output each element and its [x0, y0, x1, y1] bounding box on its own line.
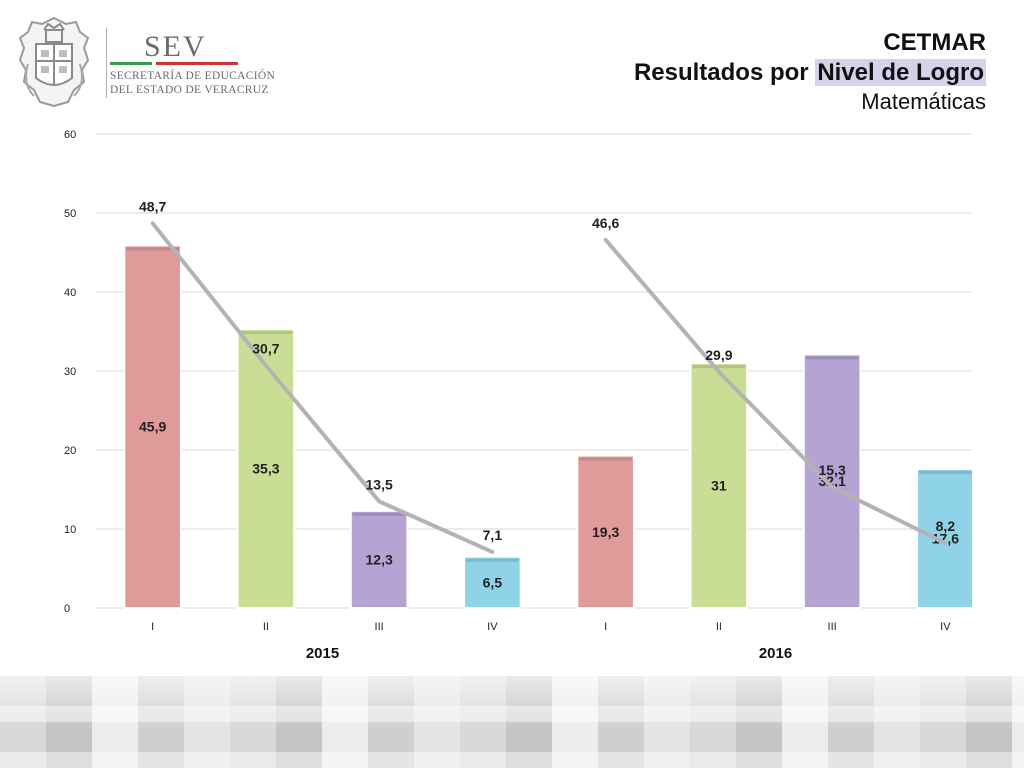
line-value-label: 13,5 — [366, 476, 393, 492]
y-tick-label: 30 — [64, 366, 76, 378]
bar-top-shade — [126, 247, 179, 251]
x-tick-label: II — [263, 621, 269, 633]
decorative-floor — [0, 676, 1024, 768]
series-line — [150, 221, 495, 554]
bar-value-label: 12,3 — [366, 551, 393, 567]
title-subject: Matemáticas — [861, 89, 986, 114]
logo-divider — [106, 28, 107, 98]
line-value-label: 15,3 — [819, 462, 846, 478]
bar — [802, 353, 862, 609]
x-tick-label: III — [828, 621, 837, 633]
title-results-highlight: Nivel de Logro — [815, 59, 986, 86]
line-value-label: 46,6 — [592, 215, 619, 231]
y-tick-label: 10 — [64, 524, 76, 536]
bar-value-label: 45,9 — [139, 419, 166, 435]
sev-line-1: SECRETARÍA DE EDUCACIÓN — [110, 70, 276, 82]
bar — [349, 509, 409, 609]
line-value-label: 48,7 — [139, 198, 166, 214]
group-label: 2016 — [759, 645, 792, 662]
veracruz-seal-icon — [18, 16, 90, 108]
line-value-label: 7,1 — [483, 527, 503, 543]
title-school: CETMAR — [883, 29, 986, 56]
x-tick-label: I — [604, 621, 607, 633]
bar-top-shade — [805, 356, 859, 360]
x-tick-label: I — [151, 621, 154, 633]
y-tick-label: 60 — [64, 130, 76, 141]
chart-title: CETMAR Resultados por Nivel de Logro Mat… — [634, 28, 986, 116]
title-results-prefix: Resultados por — [633, 59, 816, 86]
bar-top-shade — [239, 331, 293, 335]
sev-wordmark: SEV — [144, 30, 207, 63]
title-results: Resultados por Nivel de Logro — [634, 58, 986, 88]
floor-fade — [0, 676, 1024, 768]
x-tick-label: II — [716, 621, 722, 633]
x-tick-label: IV — [940, 621, 951, 633]
y-tick-label: 50 — [64, 208, 76, 220]
bar-top-shade — [352, 512, 406, 516]
line-value-label: 30,7 — [252, 340, 279, 356]
bar-line-chart: 010203040506045,9I35,3II12,3III6,5IV19,3… — [64, 130, 972, 662]
y-tick-label: 20 — [64, 445, 76, 457]
sev-logo: SEV SECRETARÍA DE EDUCACIÓN DEL ESTADO D… — [14, 14, 275, 114]
bar-value-label: 6,5 — [483, 574, 503, 590]
chart-area: 0 10 20 30 40 50 60 45,9 I 35,3 II 12,3 III 6,5 IV 19,3… — [58, 130, 972, 681]
bar-top-shade — [579, 457, 632, 461]
bar-value-label: 35,3 — [252, 461, 279, 477]
x-tick-label: III — [375, 621, 384, 633]
line-value-label: 29,9 — [705, 347, 732, 363]
bar — [916, 467, 972, 609]
x-tick-label: IV — [487, 621, 498, 633]
bar-value-label: 32,1 — [819, 473, 846, 489]
y-tick-label: 0 — [64, 603, 70, 615]
bar — [236, 328, 296, 609]
bar — [576, 454, 635, 609]
bar-top-shade — [692, 365, 746, 369]
bar-value-label: 31 — [711, 478, 727, 494]
bar-top-shade — [919, 470, 972, 474]
sev-line-2: DEL ESTADO DE VERACRUZ — [110, 84, 269, 96]
sev-flag-stripe — [110, 62, 238, 65]
bar — [689, 362, 749, 609]
series-line — [603, 237, 948, 546]
bar-value-label: 19,3 — [592, 524, 619, 540]
line-value-label: 8,2 — [936, 518, 956, 534]
bar-top-shade — [466, 558, 519, 562]
bar — [123, 244, 182, 609]
group-label: 2015 — [306, 645, 339, 662]
bar-value-label: 17,6 — [932, 530, 959, 546]
y-tick-label: 40 — [64, 287, 76, 299]
bar — [463, 555, 522, 609]
